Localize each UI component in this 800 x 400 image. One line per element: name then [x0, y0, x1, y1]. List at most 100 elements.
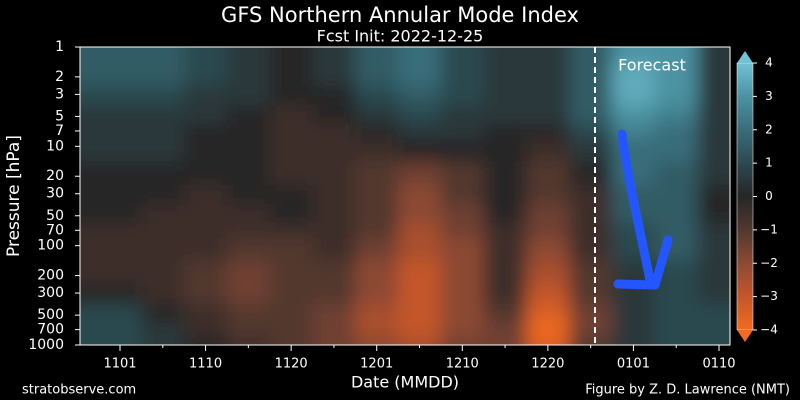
field-cell [526, 123, 570, 140]
colorbar-tick-label: 0 [765, 189, 773, 203]
field-cell [612, 47, 656, 63]
field-cell [184, 105, 228, 125]
field-cell [312, 85, 356, 106]
field-cell [269, 237, 314, 262]
field-cell [654, 284, 699, 305]
field-cell [141, 123, 185, 140]
field-cell [526, 284, 570, 305]
x-tick-label: 1201 [360, 357, 393, 372]
field-cell [569, 237, 613, 262]
field-cell [526, 61, 570, 87]
colorbar-tick-label: 1 [765, 156, 773, 170]
colorbar: −4 −3 −2 −1 0 1 2 3 4 [736, 51, 778, 342]
field-cell [226, 138, 271, 162]
field-cell [654, 322, 699, 338]
field-cell [184, 138, 228, 162]
field-cell [312, 105, 356, 125]
field-cell [398, 138, 442, 162]
field-cell [226, 105, 271, 125]
field-cell [226, 61, 271, 87]
field-cell [355, 138, 399, 162]
field-cell [697, 304, 730, 323]
field-cell [141, 85, 185, 106]
field-cell [312, 47, 356, 63]
field-cell [440, 61, 485, 87]
field-cell [312, 123, 356, 140]
field-cell [355, 260, 399, 285]
field-cell [569, 223, 613, 239]
field-cell [269, 260, 314, 285]
colorbar-extend-high [737, 51, 753, 63]
field-cell [269, 322, 314, 338]
field-cell [184, 223, 228, 239]
field-cell [440, 123, 485, 140]
field-cell [141, 61, 185, 87]
colorbar-tick-label: 2 [765, 122, 773, 136]
x-tick-label: 0101 [617, 357, 650, 372]
field-cell [80, 85, 142, 106]
field-cell [141, 304, 185, 323]
field-cell [269, 61, 314, 87]
field-cell [697, 337, 730, 345]
y-tick-label: 2 [55, 69, 64, 85]
field-cell [654, 47, 699, 63]
field-cell [569, 61, 613, 87]
field-cell [569, 337, 613, 345]
field-cell [483, 260, 527, 285]
y-tick-label: 500 [37, 307, 64, 323]
field-cell [226, 184, 271, 206]
field-cell [654, 161, 699, 186]
field-cell [141, 223, 185, 239]
field-cell [398, 47, 442, 63]
field-cell [269, 105, 314, 125]
field-cell [697, 237, 730, 262]
field-cell [697, 138, 730, 162]
field-cell [569, 123, 613, 140]
field-cell [269, 184, 314, 206]
colorbar-extend-low [737, 330, 753, 342]
field-cell [569, 85, 613, 106]
field-cell [184, 61, 228, 87]
colorbar-scale [736, 62, 754, 331]
y-tick-label: 10 [46, 138, 64, 154]
field-cell [697, 204, 730, 224]
forecast-label: Forecast [618, 56, 686, 75]
field-cell [226, 337, 271, 345]
y-tick-label: 50 [46, 208, 64, 224]
field-cell [697, 105, 730, 125]
y-tick-label: 200 [37, 268, 64, 284]
field-cell [612, 85, 656, 106]
field-cell [440, 337, 485, 345]
field-cell [226, 304, 271, 323]
field-cell [141, 322, 185, 338]
field-cell [483, 304, 527, 323]
field-cell [654, 61, 699, 87]
field-cell [226, 284, 271, 305]
field-cell [355, 337, 399, 345]
field-cell [697, 47, 730, 63]
field-cell [355, 161, 399, 186]
field-cell [184, 260, 228, 285]
field-cell [654, 105, 699, 125]
plot-frame [79, 46, 731, 346]
field-cell [141, 284, 185, 305]
field-cell [526, 85, 570, 106]
field-cell [80, 260, 142, 285]
field-cell [440, 105, 485, 125]
field-cell [184, 204, 228, 224]
field-cell [80, 223, 142, 239]
field-cell [141, 105, 185, 125]
field-cell [184, 237, 228, 262]
field-cell [80, 61, 142, 87]
field-cell [355, 204, 399, 224]
y-tick-label: 7 [55, 123, 64, 139]
field-cell [612, 284, 656, 305]
field-cell [612, 138, 656, 162]
plot-area [80, 47, 730, 345]
field-cell [80, 184, 142, 206]
field-cell [569, 138, 613, 162]
field-cell [141, 161, 185, 186]
field-cell [526, 260, 570, 285]
field-cell [141, 260, 185, 285]
field-cell [269, 123, 314, 140]
